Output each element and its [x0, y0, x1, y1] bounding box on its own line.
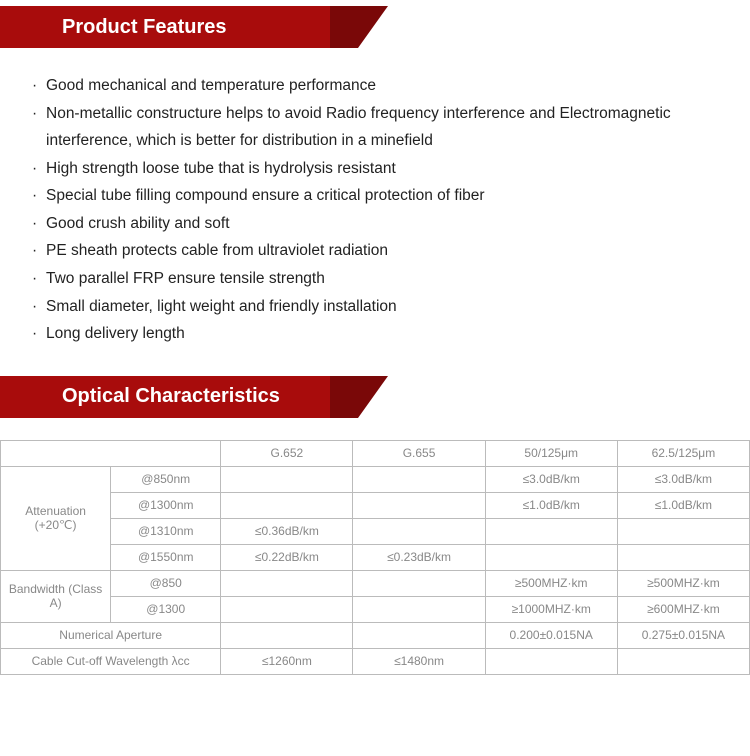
table-cell — [617, 648, 749, 674]
bullet-dot: · — [32, 237, 46, 265]
table-cell — [485, 544, 617, 570]
bullet-dot: · — [32, 72, 46, 100]
table-cell: ≤1.0dB/km — [485, 492, 617, 518]
table-cell: ≤0.22dB/km — [221, 544, 353, 570]
feature-text: Two parallel FRP ensure tensile strength — [46, 265, 325, 293]
table-cell: 0.200±0.015NA — [485, 622, 617, 648]
feature-item: ·High strength loose tube that is hydrol… — [32, 155, 718, 183]
table-header-cell: 62.5/125μm — [617, 440, 749, 466]
optical-characteristics-banner: Optical Characteristics — [0, 376, 358, 418]
table-cell: ≤1480nm — [353, 648, 485, 674]
product-features-title: Product Features — [62, 16, 226, 39]
bullet-dot: · — [32, 293, 46, 321]
bullet-dot: · — [32, 320, 46, 348]
table-cell: ≤1260nm — [221, 648, 353, 674]
optical-characteristics-title: Optical Characteristics — [62, 385, 280, 408]
table-sub-label: @850nm — [111, 466, 221, 492]
table-cell: ≥500MHZ·km — [617, 570, 749, 596]
table-cell: ≤3.0dB/km — [617, 466, 749, 492]
banner-notch — [330, 376, 358, 418]
table-cell — [353, 492, 485, 518]
feature-text: Small diameter, light weight and friendl… — [46, 293, 397, 321]
feature-text: PE sheath protects cable from ultraviole… — [46, 237, 388, 265]
optical-characteristics-table: G.652G.65550/125μm62.5/125μm Attenuation … — [0, 440, 750, 675]
bullet-dot: · — [32, 265, 46, 293]
table-row: @1310nm≤0.36dB/km — [1, 518, 750, 544]
table-cell — [353, 622, 485, 648]
table-cell: ≤3.0dB/km — [485, 466, 617, 492]
table-row: @1300nm ≤1.0dB/km≤1.0dB/km — [1, 492, 750, 518]
table-row: Numerical Aperture 0.200±0.015NA0.275±0.0… — [1, 622, 750, 648]
table-sub-label: @1300 — [111, 596, 221, 622]
feature-text: Special tube filling compound ensure a c… — [46, 182, 485, 210]
bullet-dot: · — [32, 182, 46, 210]
table-cell — [353, 596, 485, 622]
table-header-cell: G.655 — [353, 440, 485, 466]
table-cell — [221, 596, 353, 622]
table-cell: ≥500MHZ·km — [485, 570, 617, 596]
bullet-dot: · — [32, 210, 46, 238]
table-cell — [485, 648, 617, 674]
feature-item: ·Non-metallic constructure helps to avoi… — [32, 100, 718, 155]
product-features-banner: Product Features — [0, 6, 358, 48]
table-cell — [221, 622, 353, 648]
table-cell: ≥600MHZ·km — [617, 596, 749, 622]
table-row: @1550nm≤0.22dB/km≤0.23dB/km — [1, 544, 750, 570]
table-sub-label: @1550nm — [111, 544, 221, 570]
table-cell — [617, 544, 749, 570]
table-cell — [353, 518, 485, 544]
table-row: Attenuation (+20℃)@850nm≤3.0dB/km≤3.0dB/… — [1, 466, 750, 492]
table-cell: ≤0.36dB/km — [221, 518, 353, 544]
feature-text: Long delivery length — [46, 320, 185, 348]
table-row: Cable Cut-off Wavelength λcc≤1260nm≤1480… — [1, 648, 750, 674]
bullet-dot: · — [32, 100, 46, 155]
table-cell — [353, 570, 485, 596]
table-cell: 0.275±0.015NA — [617, 622, 749, 648]
table-group-label: Numerical Aperture — [1, 622, 221, 648]
table-sub-label: @1300nm — [111, 492, 221, 518]
table-row: @1300 ≥1000MHZ·km≥600MHZ·km — [1, 596, 750, 622]
feature-text: Good mechanical and temperature performa… — [46, 72, 376, 100]
table-sub-label: @850 — [111, 570, 221, 596]
table-sub-label: @1310nm — [111, 518, 221, 544]
table-header-cell: G.652 — [221, 440, 353, 466]
feature-list: ·Good mechanical and temperature perform… — [0, 68, 750, 366]
table-row: Bandwidth (Class A)@850≥500MHZ·km≥500MHZ… — [1, 570, 750, 596]
feature-item: ·Good mechanical and temperature perform… — [32, 72, 718, 100]
table-cell — [353, 466, 485, 492]
feature-item: ·Long delivery length — [32, 320, 718, 348]
table-cell — [221, 466, 353, 492]
table-cell: ≤1.0dB/km — [617, 492, 749, 518]
table-cell — [221, 570, 353, 596]
table-cell — [221, 492, 353, 518]
table-cell — [617, 518, 749, 544]
banner-notch — [330, 6, 358, 48]
feature-text: Good crush ability and soft — [46, 210, 230, 238]
feature-item: ·Special tube filling compound ensure a … — [32, 182, 718, 210]
table-cell: ≤0.23dB/km — [353, 544, 485, 570]
feature-item: ·Small diameter, light weight and friend… — [32, 293, 718, 321]
table-header-cell: 50/125μm — [485, 440, 617, 466]
bullet-dot: · — [32, 155, 46, 183]
feature-item: ·Good crush ability and soft — [32, 210, 718, 238]
table-header-cell — [1, 440, 221, 466]
feature-text: High strength loose tube that is hydroly… — [46, 155, 396, 183]
table-group-label: Bandwidth (Class A) — [1, 570, 111, 622]
table-cell — [485, 518, 617, 544]
table-cell: ≥1000MHZ·km — [485, 596, 617, 622]
feature-item: ·Two parallel FRP ensure tensile strengt… — [32, 265, 718, 293]
table-group-label: Attenuation (+20℃) — [1, 466, 111, 570]
table-group-label: Cable Cut-off Wavelength λcc — [1, 648, 221, 674]
feature-text: Non-metallic constructure helps to avoid… — [46, 100, 718, 155]
feature-item: ·PE sheath protects cable from ultraviol… — [32, 237, 718, 265]
